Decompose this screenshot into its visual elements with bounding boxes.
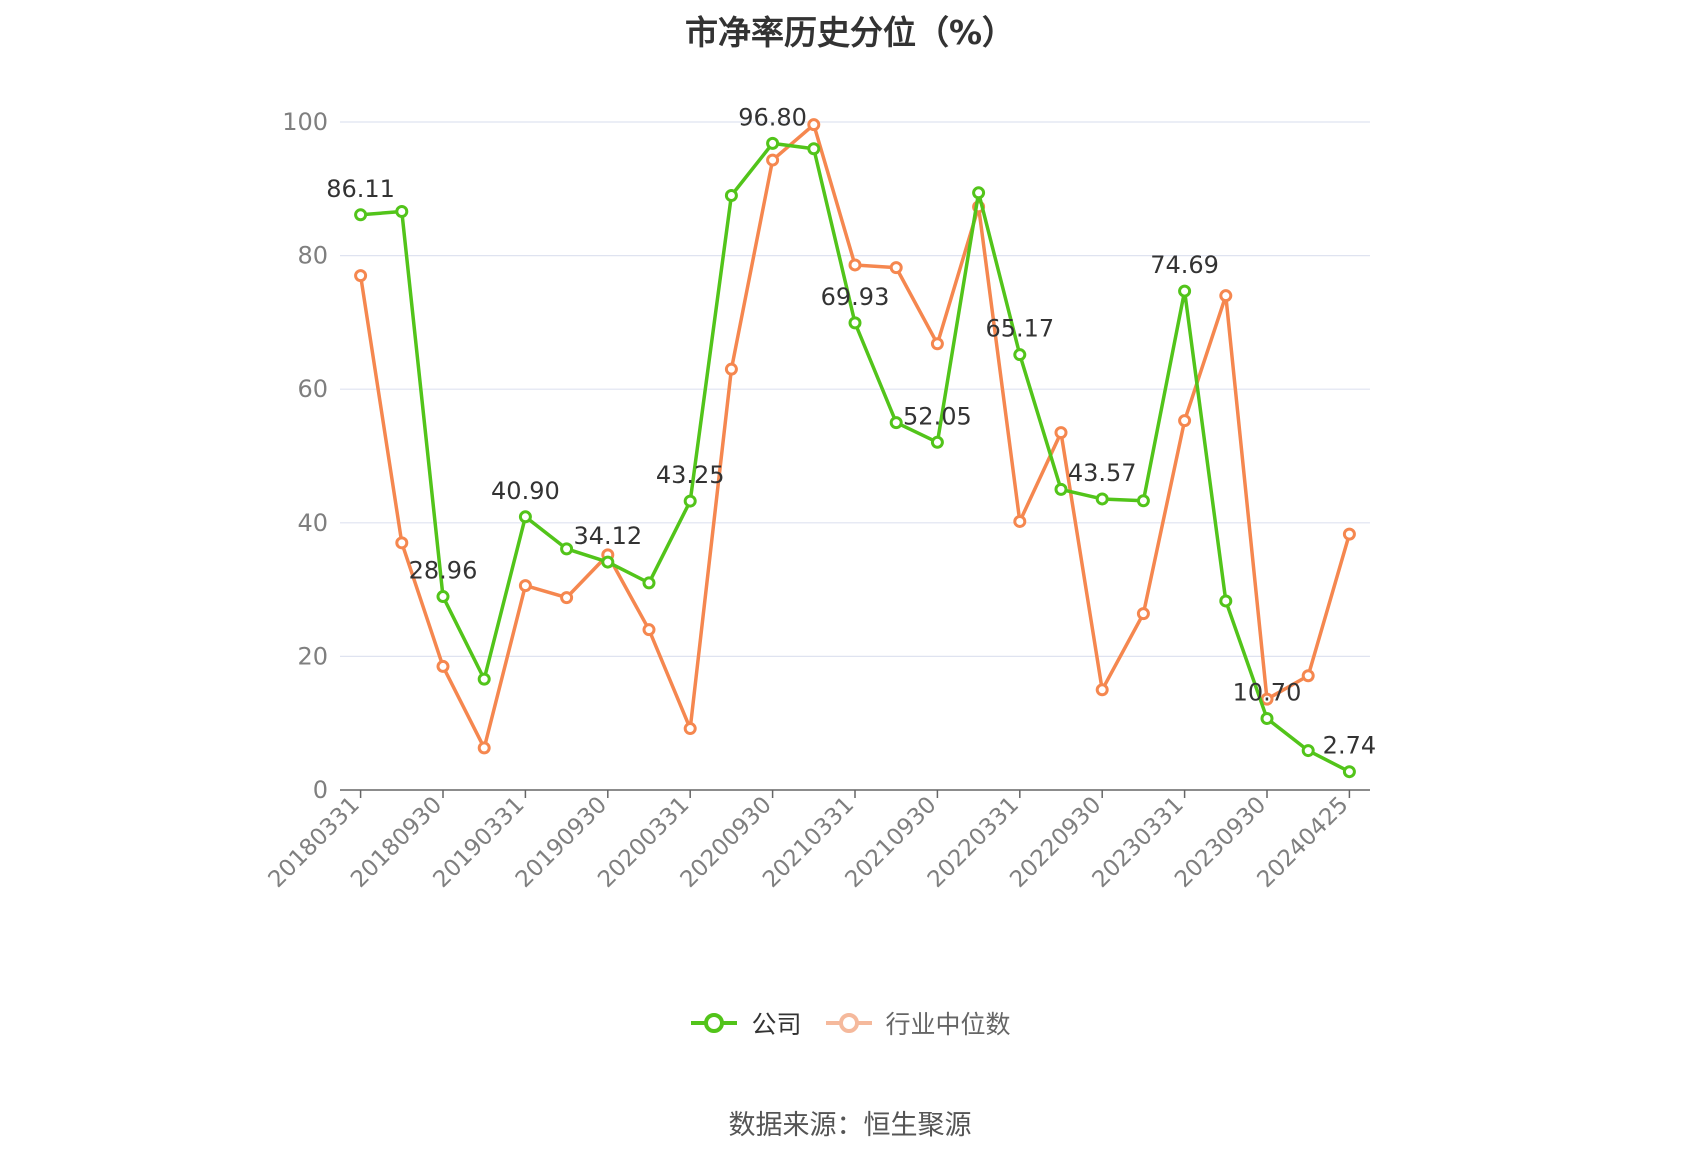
industry-data-point	[642, 623, 656, 637]
legend-label-company: 公司	[751, 1010, 802, 1039]
company-data-point	[354, 208, 368, 222]
company-data-point	[642, 576, 656, 590]
industry-data-point	[354, 269, 368, 283]
company-data-point	[601, 555, 615, 569]
company-data-point	[436, 590, 450, 604]
legend-item-company[interactable]: 公司	[689, 1005, 802, 1041]
industry-data-point	[436, 659, 450, 673]
company-data-point	[477, 672, 491, 686]
y-tick-label: 20	[297, 642, 328, 670]
company-data-point	[1260, 712, 1274, 726]
y-tick-label: 80	[297, 242, 328, 270]
legend: 公司 行业中位数	[0, 1005, 1700, 1041]
industry-legend-icon	[825, 1013, 872, 1033]
industry-data-point	[889, 261, 903, 275]
company-data-label: 43.25	[656, 461, 725, 489]
company-data-point	[1095, 492, 1109, 506]
industry-data-point	[1013, 514, 1027, 528]
company-data-label: 34.12	[573, 522, 642, 550]
industry-data-point	[683, 722, 697, 736]
company-data-label: 96.80	[738, 103, 807, 131]
data-labels: 86.11 28.96 40.90 34.12 43.25 96.80 69.93 52.05…	[326, 103, 1376, 759]
axes: 0204060801002018033120180930201903312019…	[264, 108, 1370, 893]
industry-data-point	[1095, 683, 1109, 697]
company-data-point	[560, 542, 574, 556]
industry-series-line	[358, 122, 1352, 750]
y-tick-label: 60	[297, 375, 328, 403]
company-legend-icon	[691, 1013, 738, 1033]
company-data-point	[848, 316, 862, 330]
industry-data-point	[477, 741, 491, 755]
industry-data-point	[395, 536, 409, 550]
company-data-label: 69.93	[821, 283, 890, 311]
company-data-point	[1301, 744, 1315, 758]
industry-data-point	[1054, 426, 1068, 440]
company-data-label: 86.11	[326, 175, 395, 203]
company-data-point	[1054, 482, 1068, 496]
data-source: 数据来源：恒生聚源	[728, 1110, 972, 1141]
industry-data-point	[1136, 607, 1150, 621]
company-data-point	[930, 435, 944, 449]
industry-data-point	[1342, 527, 1356, 541]
company-data-label: 43.57	[1068, 459, 1137, 487]
company-data-label: 65.17	[985, 315, 1054, 343]
company-data-point	[683, 494, 697, 508]
company-data-label: 40.90	[491, 477, 560, 505]
company-data-point	[1178, 284, 1192, 298]
company-data-point	[518, 510, 532, 524]
industry-data-point	[518, 579, 532, 593]
company-data-point	[724, 188, 738, 202]
industry-data-point	[807, 118, 821, 132]
series-lines	[354, 118, 1356, 779]
company-data-point	[1013, 348, 1027, 362]
company-data-label: 10.70	[1233, 679, 1302, 707]
industry-data-point	[1219, 289, 1233, 303]
company-data-point	[766, 136, 780, 150]
industry-data-point	[560, 591, 574, 605]
company-data-point	[1342, 765, 1356, 779]
industry-data-point	[848, 258, 862, 272]
industry-data-point	[1301, 669, 1315, 683]
legend-item-industry[interactable]: 行业中位数	[824, 1005, 1011, 1041]
company-data-label: 28.96	[409, 557, 478, 585]
chart-title: 市净率历史分位（%）	[684, 13, 1016, 52]
legend-label-industry: 行业中位数	[885, 1010, 1011, 1039]
industry-data-point	[930, 337, 944, 351]
company-series-line	[360, 141, 1351, 774]
y-tick-label: 40	[297, 509, 328, 537]
company-data-point	[807, 142, 821, 156]
company-data-point	[395, 205, 409, 219]
industry-data-point	[1178, 414, 1192, 428]
company-data-point	[972, 186, 986, 200]
y-tick-label: 100	[282, 108, 328, 136]
y-tick-label: 0	[313, 776, 328, 804]
company-data-label: 2.74	[1323, 732, 1376, 760]
company-data-point	[889, 416, 903, 430]
industry-data-point	[724, 362, 738, 376]
company-data-label: 74.69	[1150, 251, 1219, 279]
company-data-point	[1136, 494, 1150, 508]
industry-data-point	[766, 153, 780, 167]
grid-lines	[340, 121, 1370, 658]
company-data-point	[1219, 594, 1233, 608]
company-data-label: 52.05	[903, 402, 972, 430]
